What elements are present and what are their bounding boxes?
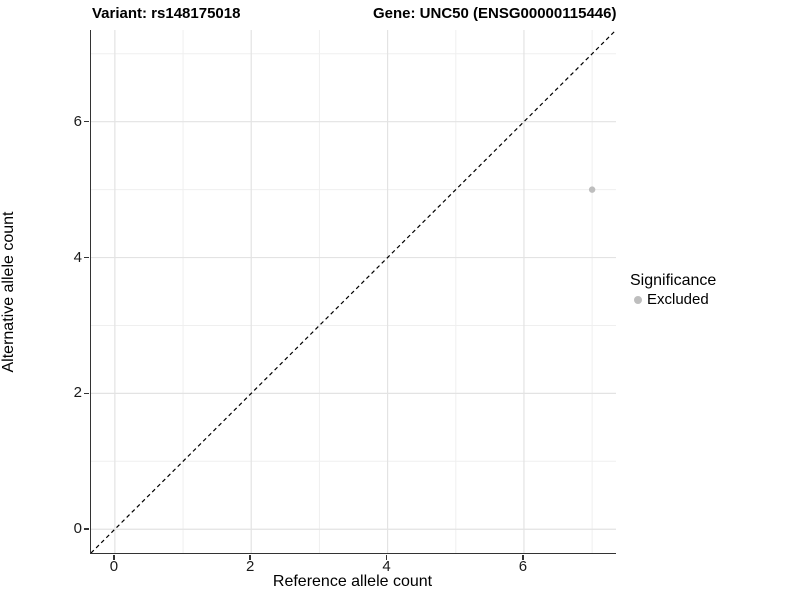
y-tick-mark xyxy=(83,256,89,259)
x-tick-mark xyxy=(113,554,115,560)
y-axis-title: Alternative allele count xyxy=(0,211,17,373)
x-tick-label: 4 xyxy=(382,558,391,575)
data-point xyxy=(588,186,596,193)
x-tick-mark xyxy=(522,554,524,560)
y-tick-label: 2 xyxy=(73,384,82,402)
identity-line xyxy=(91,30,616,553)
y-tick-label: 0 xyxy=(73,520,82,538)
x-tick-mark xyxy=(249,554,251,560)
y-tick-mark xyxy=(83,392,89,395)
x-tick-mark xyxy=(385,554,388,560)
y-tick-mark xyxy=(83,120,89,123)
y-tick-label: 6 xyxy=(73,112,82,130)
legend-item-label: Excluded xyxy=(647,291,709,308)
plot-canvas xyxy=(91,30,616,553)
plot-title-gene: Gene: UNC50 (ENSG00000115446) xyxy=(373,5,617,22)
legend-item-excluded: Excluded xyxy=(630,291,716,308)
legend-title: Significance xyxy=(630,272,717,289)
x-tick-label: 0 xyxy=(109,558,119,575)
legend-point-icon xyxy=(634,295,642,304)
y-tick-mark xyxy=(83,528,89,530)
plot-title-variant: Variant: rs148175018 xyxy=(92,5,241,22)
x-tick-label: 6 xyxy=(518,558,528,575)
y-tick-label: 4 xyxy=(73,248,82,266)
x-tick-label: 2 xyxy=(246,558,255,575)
legend: Significance Excluded xyxy=(630,272,716,308)
plot-panel xyxy=(90,30,616,554)
x-axis-title: Reference allele count xyxy=(272,573,433,590)
